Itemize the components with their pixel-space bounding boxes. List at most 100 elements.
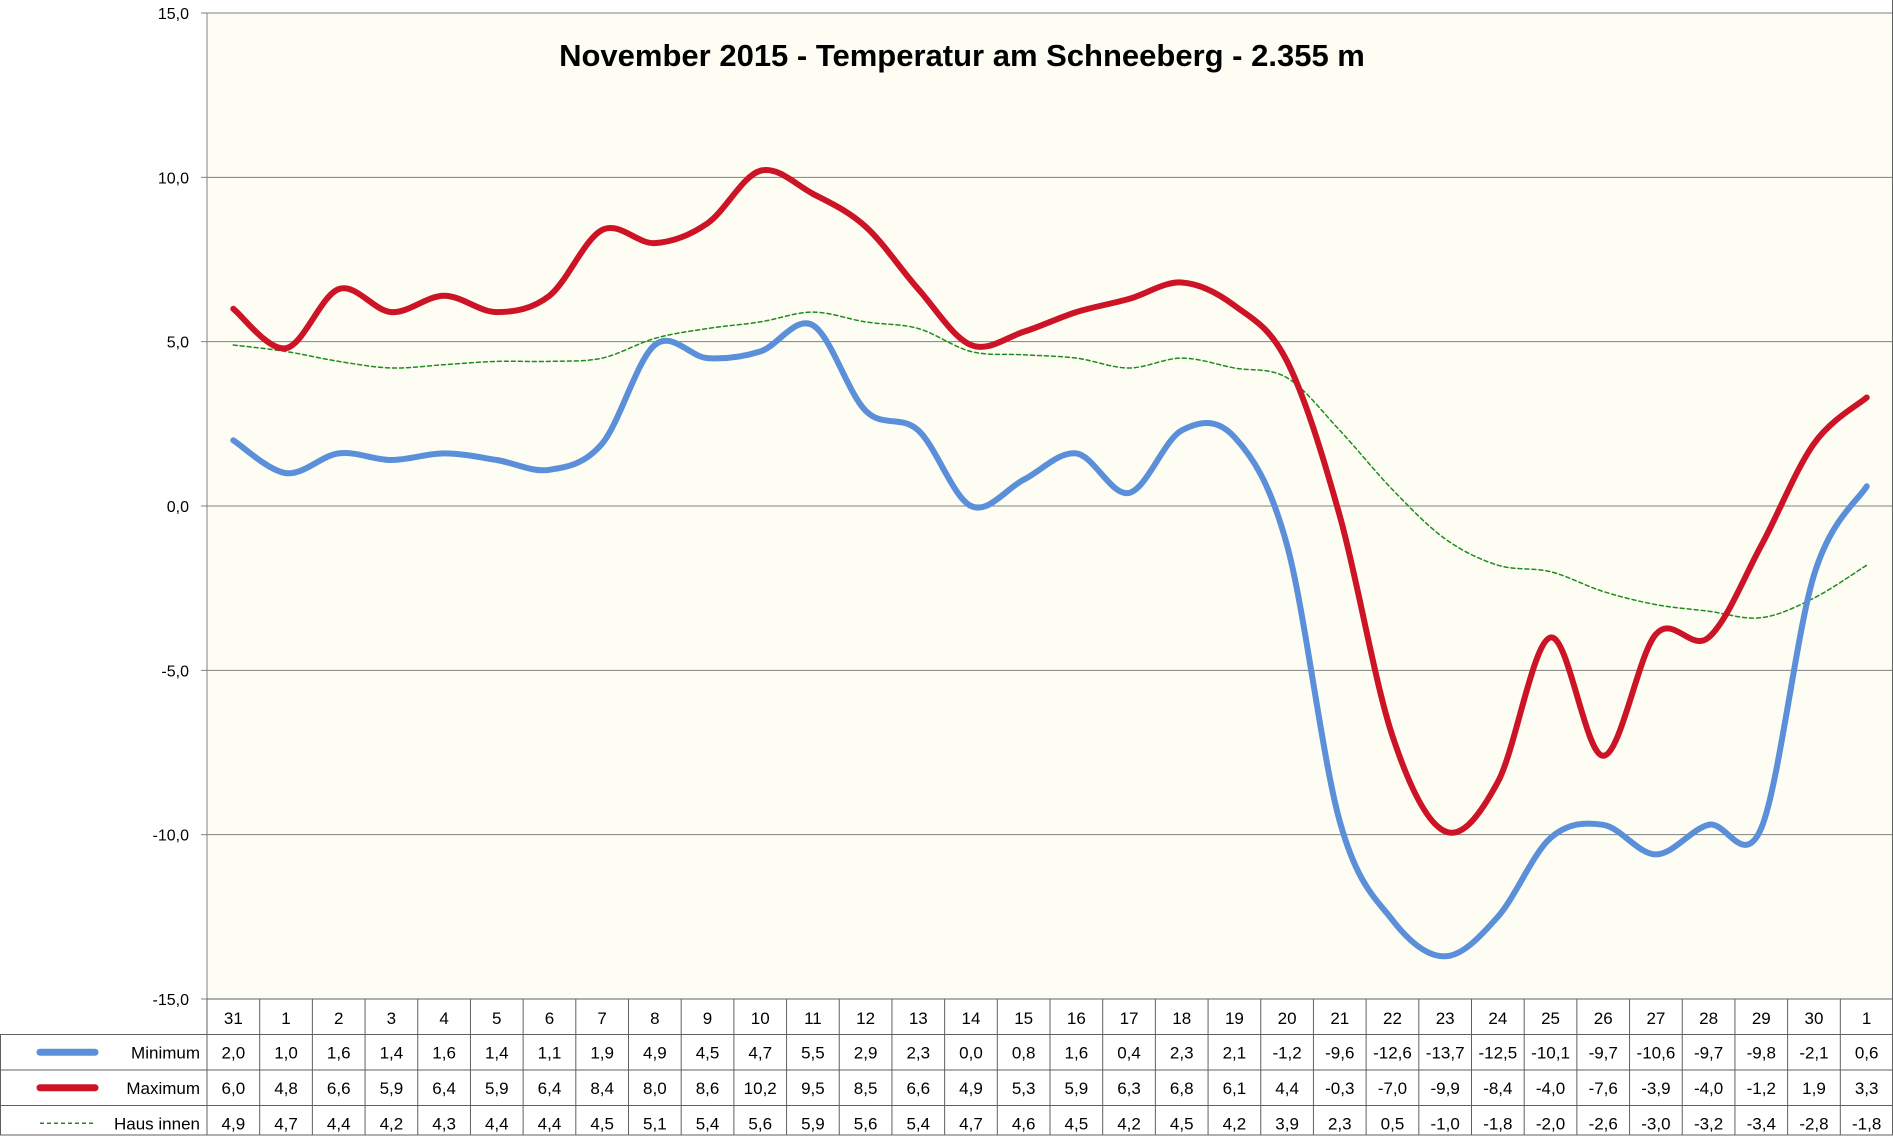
table-cell: 6,1 xyxy=(1223,1079,1247,1098)
table-cell: 6,6 xyxy=(906,1079,930,1098)
category-label: 7 xyxy=(597,1009,606,1028)
table-cell: 4,4 xyxy=(538,1114,562,1133)
table-cell: 4,8 xyxy=(274,1079,298,1098)
table-cell: 4,7 xyxy=(274,1114,298,1133)
category-label: 10 xyxy=(751,1009,770,1028)
table-cell: -10,1 xyxy=(1531,1043,1570,1062)
table-cell: -1,2 xyxy=(1747,1079,1776,1098)
table-cell: 6,3 xyxy=(1117,1079,1141,1098)
y-tick-label: 5,0 xyxy=(167,335,189,352)
y-tick-label: -10,0 xyxy=(153,828,190,845)
category-label: 4 xyxy=(439,1009,448,1028)
table-cell: 4,9 xyxy=(222,1114,246,1133)
table-cell: 4,5 xyxy=(1065,1114,1089,1133)
category-label: 23 xyxy=(1436,1009,1455,1028)
table-cell: 1,4 xyxy=(485,1043,509,1062)
table-cell: 1,6 xyxy=(1065,1043,1089,1062)
table-cell: 2,3 xyxy=(906,1043,930,1062)
table-cell: -0,3 xyxy=(1325,1079,1354,1098)
table-cell: 4,7 xyxy=(748,1043,772,1062)
category-label: 9 xyxy=(703,1009,712,1028)
table-cell: 4,2 xyxy=(1223,1114,1247,1133)
table-cell: -1,0 xyxy=(1431,1114,1460,1133)
category-label: 5 xyxy=(492,1009,501,1028)
category-label: 13 xyxy=(909,1009,928,1028)
table-cell: 2,3 xyxy=(1170,1043,1194,1062)
category-label: 24 xyxy=(1488,1009,1507,1028)
table-cell: 5,5 xyxy=(801,1043,825,1062)
category-label: 21 xyxy=(1330,1009,1349,1028)
table-cell: -1,2 xyxy=(1272,1043,1301,1062)
table-cell: 1,6 xyxy=(327,1043,351,1062)
category-label: 26 xyxy=(1594,1009,1613,1028)
table-cell: 1,9 xyxy=(590,1043,614,1062)
table-cell: -9,9 xyxy=(1431,1079,1460,1098)
legend-label: Haus innen xyxy=(114,1114,200,1133)
category-label: 2 xyxy=(334,1009,343,1028)
category-label: 11 xyxy=(804,1009,822,1028)
gridlines xyxy=(207,176,1893,836)
table-cell: 4,5 xyxy=(590,1114,614,1133)
table-cell: 9,5 xyxy=(801,1079,825,1098)
table-cell: -4,0 xyxy=(1694,1079,1723,1098)
table-cell: -8,4 xyxy=(1483,1079,1512,1098)
table-cell: 2,1 xyxy=(1223,1043,1247,1062)
series-line-maximum xyxy=(230,166,1870,836)
table-cell: 8,4 xyxy=(590,1079,614,1098)
table-cell: 5,3 xyxy=(1012,1079,1036,1098)
table-cell: 4,5 xyxy=(696,1043,720,1062)
category-label: 22 xyxy=(1383,1009,1402,1028)
table-cell: 5,4 xyxy=(906,1114,930,1133)
table-cell: 4,2 xyxy=(1117,1114,1141,1133)
category-label: 18 xyxy=(1172,1009,1191,1028)
table-cell: 5,9 xyxy=(380,1079,404,1098)
table-cell: 5,1 xyxy=(643,1114,667,1133)
table-cell: -2,0 xyxy=(1536,1114,1565,1133)
table-cell: 0,6 xyxy=(1855,1043,1879,1062)
legend-label: Maximum xyxy=(126,1079,200,1098)
table-cell: -12,5 xyxy=(1478,1043,1517,1062)
table-cell: 0,5 xyxy=(1381,1114,1405,1133)
table-cell: 4,4 xyxy=(485,1114,509,1133)
category-label: 12 xyxy=(856,1009,875,1028)
table-cell: 1,4 xyxy=(380,1043,404,1062)
table-cell: -2,1 xyxy=(1799,1043,1828,1062)
category-label: 27 xyxy=(1646,1009,1665,1028)
table-cell: 4,7 xyxy=(959,1114,983,1133)
table-cell: 6,4 xyxy=(538,1079,562,1098)
table-cell: 4,9 xyxy=(959,1079,983,1098)
table-cell: 5,9 xyxy=(485,1079,509,1098)
table-cell: -3,2 xyxy=(1694,1114,1723,1133)
category-label: 19 xyxy=(1225,1009,1244,1028)
table-cell: 0,4 xyxy=(1117,1043,1141,1062)
table-cell: 6,0 xyxy=(222,1079,246,1098)
table-cell: 5,6 xyxy=(854,1114,878,1133)
table-cell: -9,7 xyxy=(1589,1043,1618,1062)
category-label: 16 xyxy=(1067,1009,1086,1028)
table-cell: 1,1 xyxy=(538,1043,562,1062)
category-label: 31 xyxy=(224,1009,243,1028)
table-cell: 10,2 xyxy=(744,1079,777,1098)
chart-title: November 2015 - Temperatur am Schneeberg… xyxy=(559,38,1365,73)
y-tick-label: -15,0 xyxy=(153,992,190,1009)
category-label: 29 xyxy=(1752,1009,1771,1028)
table-cell: -3,4 xyxy=(1747,1114,1776,1133)
table-cell: -7,0 xyxy=(1378,1079,1407,1098)
table-cell: -9,6 xyxy=(1325,1043,1354,1062)
category-label: 14 xyxy=(962,1009,981,1028)
table-cell: -2,8 xyxy=(1799,1114,1828,1133)
table-cell: 1,9 xyxy=(1802,1079,1826,1098)
series-line-haus-innen xyxy=(232,311,1868,619)
category-label: 17 xyxy=(1120,1009,1139,1028)
table-cell: 5,9 xyxy=(801,1114,825,1133)
category-label: 28 xyxy=(1699,1009,1718,1028)
category-label: 1 xyxy=(1862,1009,1871,1028)
table-cell: 2,3 xyxy=(1328,1114,1352,1133)
table-cell: 4,3 xyxy=(432,1114,456,1133)
category-label: 1 xyxy=(281,1009,290,1028)
table-cell: 5,4 xyxy=(696,1114,720,1133)
table-cell: -9,8 xyxy=(1747,1043,1776,1062)
category-label: 15 xyxy=(1014,1009,1033,1028)
table-cell: 5,9 xyxy=(1065,1079,1089,1098)
